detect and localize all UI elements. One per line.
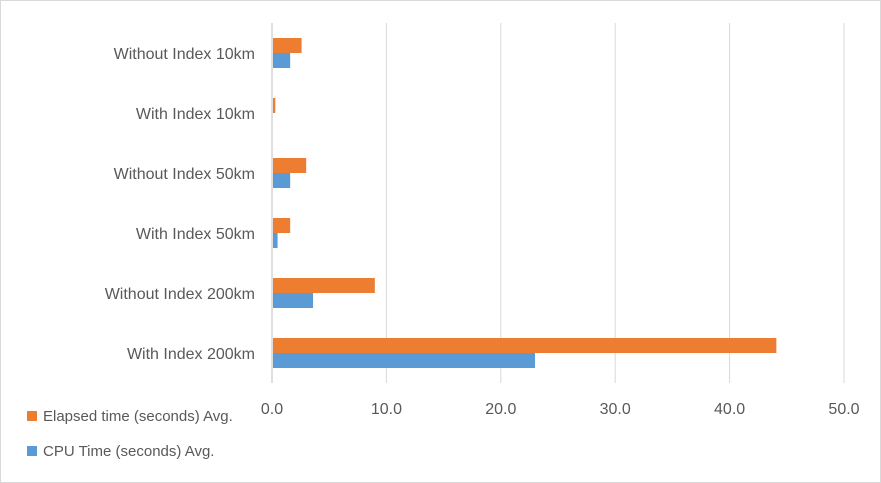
legend-swatch (27, 411, 37, 421)
bar-elapsed (273, 218, 291, 233)
bars (273, 38, 777, 368)
bar-elapsed (273, 38, 302, 53)
bar-cpu (273, 173, 291, 188)
category-label: Without Index 50km (114, 166, 255, 183)
x-tick-label: 10.0 (371, 401, 402, 418)
x-tick-label: 0.0 (261, 401, 283, 418)
bar-cpu (273, 353, 535, 368)
legend-label: Elapsed time (seconds) Avg. (43, 408, 233, 425)
category-label: With Index 50km (136, 226, 255, 243)
gridlines (271, 23, 845, 383)
x-tick-label: 50.0 (828, 401, 859, 418)
bar-cpu (273, 233, 278, 248)
tick-labels: 0.0 10.0 20.0 30.0 40.0 50.0 (261, 401, 860, 418)
bar-cpu (273, 293, 314, 308)
legend-label: CPU Time (seconds) Avg. (43, 443, 214, 460)
bar-elapsed (273, 278, 375, 293)
bar-elapsed (273, 98, 276, 113)
category-label: With Index 200km (127, 346, 255, 363)
bar-cpu (273, 53, 291, 68)
x-tick-label: 40.0 (714, 401, 745, 418)
legend-swatch (27, 446, 37, 456)
category-label: Without Index 200km (105, 286, 255, 303)
category-labels: Without Index 10km With Index 10km Without… (105, 46, 255, 363)
x-tick-label: 20.0 (485, 401, 516, 418)
x-tick-label: 30.0 (600, 401, 631, 418)
bar-elapsed (273, 158, 307, 173)
category-label: With Index 10km (136, 106, 255, 123)
bar-elapsed (273, 338, 777, 353)
legend: Elapsed time (seconds) Avg. CPU Time (sec… (27, 408, 233, 460)
category-label: Without Index 10km (114, 46, 255, 63)
